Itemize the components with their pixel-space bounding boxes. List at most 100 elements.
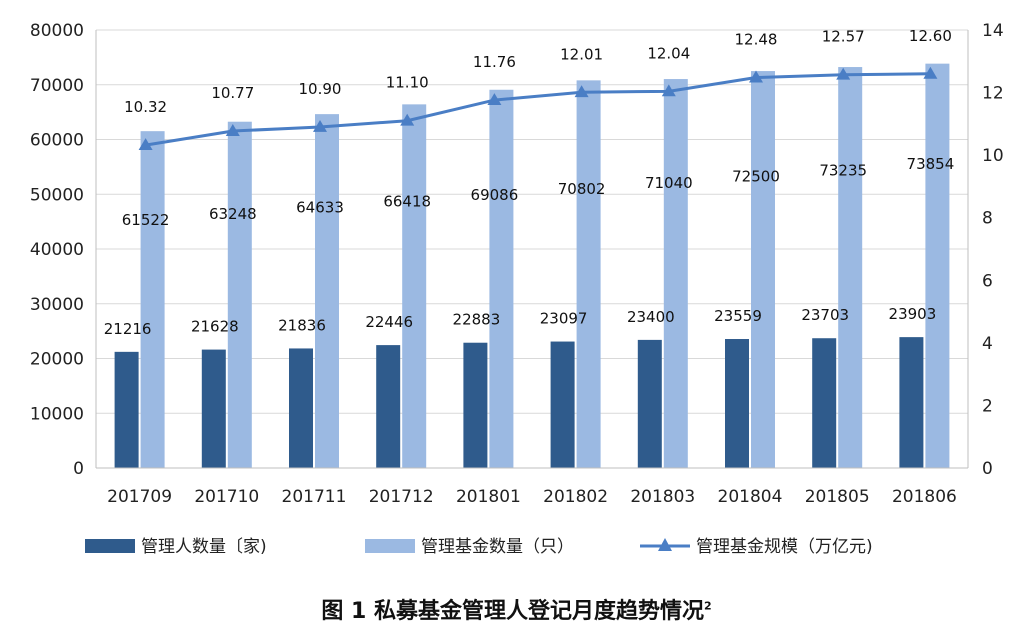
data-label-scale: 10.32: [124, 98, 167, 116]
bar-managers: [114, 351, 139, 468]
bar-funds: [838, 67, 863, 468]
legend-label-managers: 管理人数量〔家): [141, 537, 267, 557]
legend-swatch-scale-marker: [658, 538, 672, 551]
y-right-tick-label: 0: [982, 459, 993, 479]
legend-swatch-funds: [365, 539, 415, 553]
legend-label-scale: 管理基金规模（万亿元): [696, 537, 873, 557]
data-label-managers: 22883: [453, 311, 501, 329]
data-label-funds: 71040: [645, 174, 693, 192]
bars-group: [114, 63, 950, 469]
x-tick-label: 201806: [892, 487, 957, 507]
y-left-tick-label: 30000: [30, 295, 84, 315]
y-left-tick-label: 50000: [30, 185, 84, 205]
x-tick-label: 201710: [194, 487, 259, 507]
bar-managers: [812, 338, 837, 468]
line-point-triangle: [138, 138, 153, 151]
y-right-tick-label: 2: [982, 396, 993, 416]
data-label-managers: 23559: [714, 307, 762, 325]
chart-title-text: 图 1 私募基金管理人登记月度趋势情况: [321, 599, 704, 624]
axes-group: 0 10000 20000 30000 40000 50000 60000 70000 8000…: [30, 21, 1004, 507]
data-label-scale: 10.90: [299, 80, 342, 98]
x-tick-label: 201802: [543, 487, 608, 507]
data-label-funds: 69086: [471, 186, 519, 204]
data-label-funds: 72500: [732, 168, 780, 186]
y-right-tick-label: 4: [982, 334, 993, 354]
y-left-tick-label: 40000: [30, 240, 84, 260]
bar-managers: [899, 337, 924, 468]
x-tick-label: 201803: [630, 487, 695, 507]
y-right-tick-label: 12: [982, 84, 1004, 104]
data-label-managers: 21628: [191, 318, 239, 336]
line-point-triangle: [836, 67, 851, 80]
y-left-tick-label: 10000: [30, 404, 84, 424]
y-right-tick-label: 14: [982, 21, 1004, 41]
data-label-managers: 23703: [801, 306, 849, 324]
data-label-managers: 21836: [278, 316, 326, 334]
bar-funds: [489, 89, 514, 468]
data-label-scale: 12.01: [560, 45, 603, 63]
bar-managers: [289, 348, 313, 468]
line-series-group: [138, 66, 938, 151]
bar-managers: [550, 341, 575, 468]
y-right-tick-label: 8: [982, 209, 993, 229]
y-left-tick-label: 70000: [30, 76, 84, 96]
data-label-funds: 63248: [209, 205, 257, 223]
data-label-funds: 64633: [296, 199, 344, 217]
data-label-scale: 12.60: [909, 27, 952, 45]
y-left-tick-label: 20000: [30, 350, 84, 370]
bar-managers: [463, 342, 488, 468]
line-point-triangle: [574, 85, 589, 98]
bar-funds: [663, 79, 688, 468]
legend-label-funds: 管理基金数量（只）: [421, 537, 574, 557]
chart-title: 图 1 私募基金管理人登记月度趋势情况2: [0, 593, 1033, 625]
line-point-triangle: [225, 124, 240, 136]
data-label-scale: 12.04: [647, 44, 690, 62]
data-label-scale: 12.48: [735, 31, 778, 49]
data-label-funds: 66418: [383, 192, 431, 210]
line-point-triangle: [661, 84, 676, 97]
data-label-funds: 70802: [558, 180, 606, 198]
legend: 管理人数量〔家) 管理基金数量（只） 管理基金规模（万亿元): [85, 537, 873, 557]
data-label-managers: 21216: [104, 320, 152, 338]
line-fund-scale: [145, 72, 931, 147]
data-label-managers: 23097: [540, 310, 588, 328]
chart-svg: 21216 61522 10.32 21628 63248 10.77 21836 64633…: [30, 21, 1004, 557]
bar-funds: [140, 131, 165, 468]
line-point-triangle: [400, 113, 415, 126]
bar-managers: [201, 349, 226, 468]
line-point-triangle: [749, 70, 763, 83]
y-left-tick-label: 80000: [30, 21, 84, 41]
bar-funds: [402, 104, 427, 468]
bar-funds: [227, 121, 252, 469]
bar-funds: [576, 80, 601, 469]
data-label-scale: 10.77: [211, 84, 254, 102]
data-label-scale: 12.57: [822, 28, 865, 46]
data-label-funds: 61522: [122, 211, 170, 229]
y-right-tick-label: 6: [982, 271, 993, 291]
bar-managers: [637, 339, 662, 468]
data-label-managers: 23903: [889, 305, 937, 323]
bar-funds: [315, 114, 339, 468]
data-label-scale: 11.76: [473, 53, 516, 71]
data-label-managers: 22446: [365, 313, 413, 331]
y-right-tick-label: 10: [982, 146, 1004, 166]
chart-title-footnote: 2: [703, 599, 712, 613]
x-tick-label: 201801: [456, 487, 521, 507]
data-label-funds: 73854: [907, 155, 955, 173]
y-left-tick-label: 60000: [30, 131, 84, 151]
line-point-triangle: [313, 119, 327, 132]
data-labels-group: 21216 61522 10.32 21628 63248 10.77 21836 64633…: [104, 27, 955, 338]
line-point-triangle: [923, 66, 938, 79]
x-tick-label: 201711: [282, 487, 347, 507]
data-label-managers: 23400: [627, 308, 675, 326]
bar-funds: [751, 71, 775, 468]
x-tick-label: 201804: [718, 487, 783, 507]
x-tick-label: 201805: [805, 487, 870, 507]
bar-funds: [925, 63, 950, 468]
data-label-funds: 73235: [819, 161, 867, 179]
data-label-scale: 11.10: [386, 74, 429, 92]
x-tick-label: 201709: [107, 487, 172, 507]
line-point-triangle: [487, 93, 502, 105]
x-tick-label: 201712: [369, 487, 434, 507]
bar-managers: [376, 345, 401, 468]
